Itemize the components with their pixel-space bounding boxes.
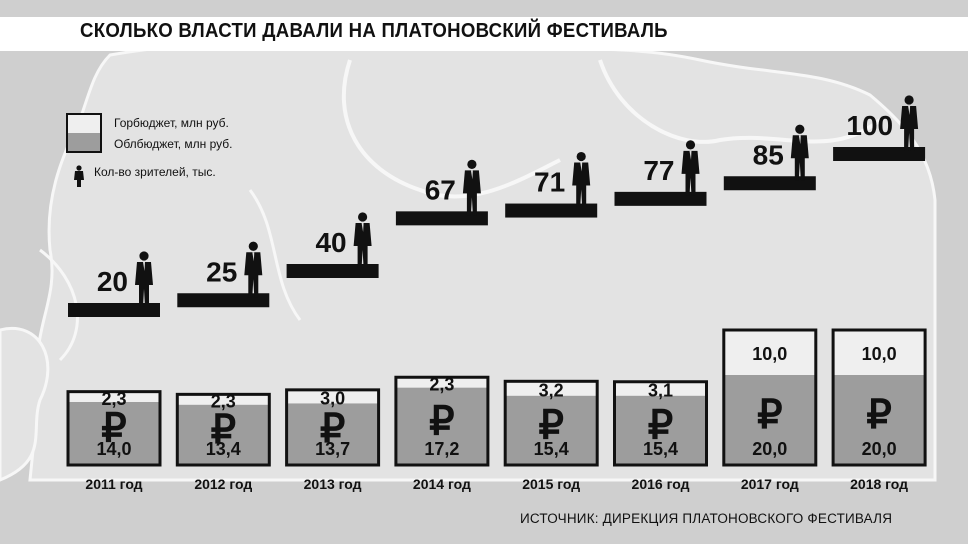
bar-city-budget — [177, 394, 270, 405]
ruble-icon: ₽ — [320, 407, 345, 451]
legend-label-city-budget: Горбюджет, млн руб. — [114, 116, 229, 130]
bar-regional-budget — [833, 375, 926, 465]
bar-regional-budget — [505, 395, 598, 465]
viewers-platform — [286, 264, 379, 278]
data-label-regional-budget: 13,4 — [206, 439, 241, 459]
viewers-platform — [395, 211, 488, 226]
chart-title: СКОЛЬКО ВЛАСТИ ДАВАЛИ НА ПЛАТОНОВСКИЙ ФЕ… — [80, 20, 668, 42]
x-tick-label: 2015 год — [522, 476, 580, 492]
person-icon — [74, 165, 84, 187]
ruble-icon: ₽ — [538, 403, 563, 447]
person-icon — [462, 159, 481, 216]
data-label-city-budget: 3,2 — [539, 381, 564, 401]
data-label-regional-budget: 15,4 — [534, 439, 569, 459]
bar-regional-budget — [68, 402, 160, 465]
bar-city-budget — [833, 330, 926, 375]
ruble-icon: ₽ — [429, 399, 454, 443]
ruble-icon: ₽ — [866, 393, 891, 437]
data-label-regional-budget: 20,0 — [752, 439, 787, 459]
ruble-icon: ₽ — [757, 393, 782, 437]
person-icon — [790, 124, 809, 181]
bar-outline — [831, 328, 927, 467]
data-label-regional-budget: 13,7 — [315, 439, 350, 459]
viewers-value-label: 71 — [534, 167, 565, 198]
person-icon — [135, 251, 153, 307]
bar-city-budget — [68, 391, 160, 402]
bar-city-budget — [723, 330, 816, 375]
data-label-regional-budget: 17,2 — [424, 439, 459, 459]
legend-swatch-budget — [66, 113, 102, 153]
data-label-regional-budget: 14,0 — [96, 439, 131, 459]
data-label-city-budget: 2,3 — [101, 389, 126, 409]
viewers-value-label: 25 — [206, 256, 237, 287]
x-tick-label: 2018 год — [850, 476, 908, 492]
bar-regional-budget — [614, 395, 707, 465]
person-icon — [572, 151, 591, 208]
x-tick-label: 2011 год — [85, 476, 142, 492]
bar-city-budget — [395, 377, 488, 388]
bar-city-budget — [614, 381, 707, 396]
data-label-city-budget: 2,3 — [429, 374, 454, 394]
bar-outline — [722, 328, 818, 467]
viewers-value-label: 40 — [315, 227, 346, 258]
bar-outline — [175, 392, 271, 467]
data-label-regional-budget: 15,4 — [643, 439, 678, 459]
data-label-city-budget: 10,0 — [862, 344, 897, 364]
bar-outline — [285, 388, 381, 467]
person-icon — [244, 241, 263, 298]
bar-outline — [503, 379, 599, 467]
x-tick-label: 2016 год — [632, 476, 690, 492]
ruble-icon: ₽ — [648, 403, 673, 447]
viewers-platform — [68, 303, 160, 317]
data-label-regional-budget: 20,0 — [862, 439, 897, 459]
bar-regional-budget — [723, 375, 816, 465]
legend-label-regional-budget: Облбюджет, млн руб. — [114, 137, 233, 151]
data-label-city-budget: 10,0 — [752, 344, 787, 364]
viewers-value-label: 67 — [425, 174, 456, 205]
viewers-value-label: 20 — [97, 266, 128, 297]
bar-regional-budget — [286, 403, 379, 465]
title-bar: СКОЛЬКО ВЛАСТИ ДАВАЛИ НА ПЛАТОНОВСКИЙ ФЕ… — [0, 17, 968, 51]
person-icon — [353, 212, 372, 268]
source-note: ИСТОЧНИК: ДИРЕКЦИЯ ПЛАТОНОВСКОГО ФЕСТИВА… — [520, 511, 893, 526]
data-label-city-budget: 2,3 — [211, 392, 236, 412]
bar-outline — [66, 390, 162, 467]
bar-outline — [394, 375, 490, 467]
viewers-platform — [833, 147, 926, 161]
bar-city-budget — [286, 389, 379, 404]
viewers-value-label: 77 — [643, 155, 674, 186]
viewers-value-label: 100 — [846, 110, 893, 141]
x-tick-label: 2017 год — [741, 476, 799, 492]
x-tick-label: 2013 год — [304, 476, 362, 492]
person-icon — [681, 140, 700, 196]
data-label-city-budget: 3,0 — [320, 389, 345, 409]
bar-outline — [613, 380, 708, 467]
bar-regional-budget — [177, 404, 270, 465]
ruble-icon: ₽ — [101, 407, 126, 451]
viewers-value-label: 85 — [753, 139, 784, 170]
bar-city-budget — [505, 381, 598, 396]
viewers-platform — [614, 191, 707, 206]
viewers-platform — [177, 293, 270, 308]
viewers-platform — [505, 203, 598, 218]
ruble-icon: ₽ — [211, 408, 236, 452]
x-tick-label: 2012 год — [194, 476, 252, 492]
viewers-platform — [723, 176, 816, 191]
data-label-city-budget: 3,1 — [648, 381, 673, 401]
x-tick-label: 2014 год — [413, 476, 471, 492]
person-icon — [900, 95, 919, 151]
bar-regional-budget — [395, 387, 488, 465]
legend-label-viewers: Кол-во зрителей, тыс. — [94, 165, 216, 179]
